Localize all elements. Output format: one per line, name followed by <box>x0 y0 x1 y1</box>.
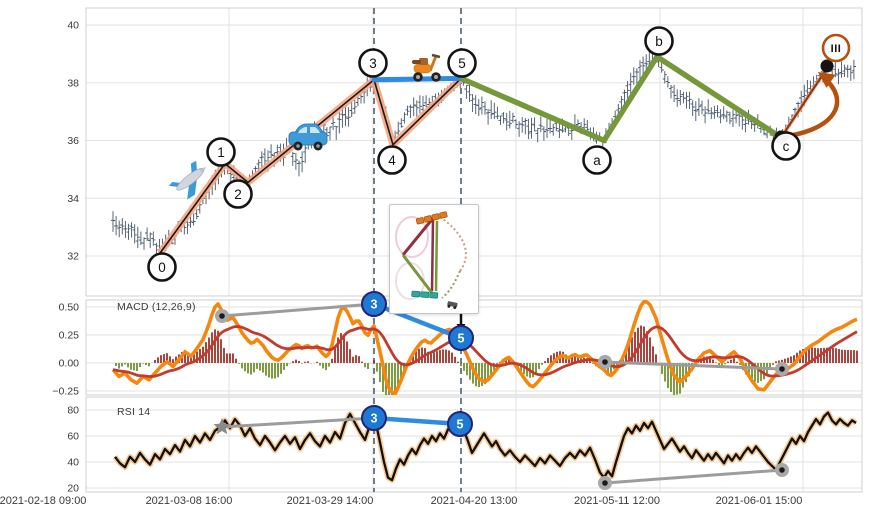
svg-text:a: a <box>593 153 601 168</box>
price-y-tick-label: 40 <box>67 20 79 32</box>
svg-text:1: 1 <box>217 145 225 160</box>
x-axis-label: 2021-02-18 09:00 <box>0 495 86 507</box>
svg-text:5: 5 <box>457 418 464 432</box>
macd-y-tick-label: −0.25 <box>52 386 79 398</box>
price-y-tick-label: 32 <box>67 251 79 263</box>
x-axis-label: 2021-04-20 13:00 <box>431 495 518 507</box>
x-axis-label: 2021-06-01 15:00 <box>716 495 803 507</box>
svg-text:4: 4 <box>388 153 396 168</box>
svg-text:3: 3 <box>371 412 378 426</box>
car-icon <box>288 123 328 151</box>
macd-y-tick-label: 0.00 <box>59 358 80 370</box>
rsi-panel-title: RSI 14 <box>117 406 151 418</box>
svg-text:2: 2 <box>234 187 242 202</box>
rsi-wave-circle-5[interactable]: 5 <box>447 411 473 437</box>
svg-text:3: 3 <box>369 56 377 71</box>
c-to-III-line <box>780 67 828 139</box>
svg-text:3: 3 <box>371 298 378 312</box>
airplane-icon <box>168 160 207 200</box>
gray-connector-line <box>604 468 783 485</box>
roller-coaster-inset-drawing <box>395 211 467 310</box>
rsi-y-tick-label: 20 <box>67 483 79 495</box>
wave-circle-III[interactable]: III <box>821 33 851 63</box>
macd-wave-circle-5[interactable]: 5 <box>448 325 474 351</box>
gridlines <box>85 7 863 493</box>
wave-circle-b[interactable]: b <box>644 26 674 56</box>
x-axis-label: 2021-03-08 16:00 <box>146 495 233 507</box>
rsi-wave-circle-3[interactable]: 3 <box>361 405 387 431</box>
macd-y-tick-label: 0.25 <box>59 330 80 342</box>
annotation-connectors <box>213 301 789 490</box>
blue-connector-line <box>373 415 461 427</box>
axis-labels: 40383634320.500.250.00−0.25806040202021-… <box>0 20 802 507</box>
gray-star-marker[interactable] <box>213 418 231 435</box>
wave-endpoint-dot[interactable] <box>820 59 834 73</box>
wave-circle-3[interactable]: 3 <box>358 48 388 78</box>
svg-text:0: 0 <box>158 260 166 275</box>
rsi-y-tick-label: 80 <box>67 405 79 417</box>
arrowhead <box>818 72 836 88</box>
price-y-tick-label: 38 <box>67 77 79 89</box>
rsi-series <box>112 409 858 483</box>
gray-connector-line <box>221 416 375 429</box>
rsi-y-tick-label: 40 <box>67 457 79 469</box>
macd-wave-circle-3[interactable]: 3 <box>361 291 387 317</box>
wave-circle-c[interactable]: c <box>771 131 801 161</box>
rsi-y-tick-label: 60 <box>67 431 79 443</box>
scooter-icon <box>412 53 441 82</box>
wave-circle-1[interactable]: 1 <box>206 137 236 167</box>
price-y-tick-label: 36 <box>67 135 79 147</box>
curved-projection-arrow <box>778 75 840 140</box>
svg-text:b: b <box>655 34 663 49</box>
price-y-tick-label: 34 <box>67 193 79 205</box>
wave-circle-0[interactable]: 0 <box>147 252 177 282</box>
correction-wave-abc <box>459 53 783 144</box>
macd-line <box>111 300 858 395</box>
x-axis-label: 2021-05-11 12:00 <box>574 495 660 507</box>
svg-text:c: c <box>783 139 790 154</box>
rsi-line <box>114 411 857 482</box>
svg-text:5: 5 <box>458 56 466 71</box>
wave-circle-5[interactable]: 5 <box>447 48 477 78</box>
gray-connector-line <box>221 302 375 318</box>
wave-circle-a[interactable]: a <box>582 145 612 175</box>
wave-circle-2[interactable]: 2 <box>223 179 253 209</box>
svg-text:5: 5 <box>458 332 465 346</box>
svg-text:III: III <box>831 43 842 55</box>
gray-connector-line <box>604 360 783 371</box>
x-axis-label: 2021-03-29 14:00 <box>287 495 374 507</box>
blue-connector-line <box>373 301 462 341</box>
macd-y-tick-label: 0.50 <box>59 302 80 314</box>
wave-circle-4[interactable]: 4 <box>377 145 407 175</box>
macd-panel-title: MACD (12,26,9) <box>117 301 196 313</box>
macd-signal-line <box>112 325 858 378</box>
roller-coaster-inset <box>389 204 479 314</box>
